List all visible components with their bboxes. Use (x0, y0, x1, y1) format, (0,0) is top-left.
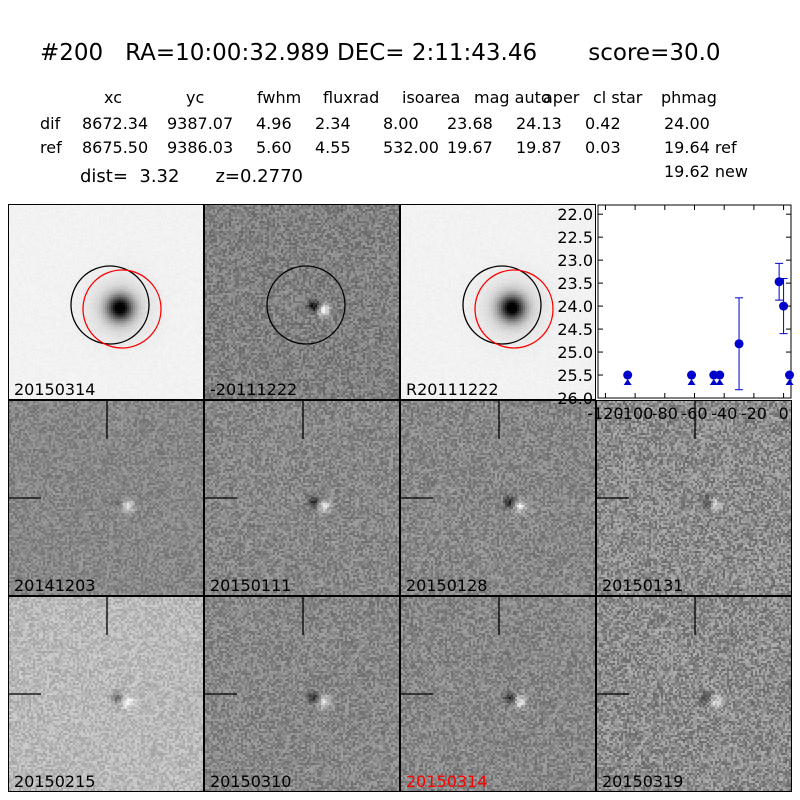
data-point (623, 370, 633, 380)
row-value: 8.00 (383, 114, 419, 133)
stamp-date-label: 20150314 (406, 772, 488, 791)
column-header: yc (186, 88, 205, 107)
image-stamp[interactable]: 20150310 (204, 596, 400, 792)
data-point (785, 370, 795, 380)
stamp-overlay (597, 597, 696, 695)
stamp-overlay (9, 401, 108, 499)
row-value: 532.00 (383, 138, 439, 157)
row-value: 2.34 (315, 114, 351, 133)
row-label: ref (40, 138, 62, 157)
row-value: 4.96 (256, 114, 292, 133)
image-stamp[interactable]: 20141203 (8, 400, 204, 596)
stamp-overlay (205, 597, 304, 695)
stamp-image (597, 401, 791, 595)
stamp-overlay (597, 401, 696, 499)
column-header: mag auto (474, 88, 551, 107)
image-stamp[interactable]: 20150131 (596, 400, 792, 596)
distance-label: dist= 3.32 z=0.2770 (80, 166, 303, 187)
stamp-overlay (462, 265, 554, 349)
upper-limit-arrow (623, 379, 632, 386)
stamp-image (205, 597, 399, 791)
image-stamp[interactable]: 20150314 (8, 204, 204, 400)
aperture-ring-red (82, 269, 162, 349)
aperture-ring-black (70, 265, 150, 345)
data-point (715, 370, 725, 380)
row-value: 0.42 (585, 114, 621, 133)
data-point (734, 339, 744, 349)
row-value: 4.55 (315, 138, 351, 157)
column-header: cl star (593, 88, 643, 107)
column-header: aper (543, 88, 580, 107)
stamp-date-label: 20150131 (602, 576, 684, 595)
stamp-image (401, 205, 595, 399)
aperture-ring-black (462, 265, 542, 345)
image-stamp[interactable]: R20111222 (400, 204, 596, 400)
phmag-new: 19.62 new (664, 162, 748, 181)
image-stamp[interactable]: 20150111 (204, 400, 400, 596)
stamp-image (205, 401, 399, 595)
row-value: 24.00 (664, 114, 710, 133)
row-value: 8675.50 (82, 138, 149, 157)
upper-limit-arrow (687, 379, 696, 386)
stamp-date-label: 20150128 (406, 576, 488, 595)
stamp-overlay (401, 597, 500, 695)
row-value: 9387.07 (167, 114, 234, 133)
stamp-overlay (70, 265, 162, 349)
data-point (779, 301, 789, 311)
candidate-title: #200 RA=10:00:32.989 DEC= 2:11:43.46 sco… (40, 40, 721, 66)
row-value: 19.67 (447, 138, 493, 157)
stamp-image (9, 597, 203, 791)
row-value: 9386.03 (167, 138, 234, 157)
row-value: 19.64 ref (664, 138, 737, 157)
stamp-date-label: 20141203 (14, 576, 96, 595)
row-value: 23.68 (447, 114, 493, 133)
column-header: xc (104, 88, 122, 107)
stamp-overlay (266, 265, 346, 345)
stamp-date-label: 20150314 (14, 380, 96, 399)
image-stamp[interactable]: -20111222 (204, 204, 400, 400)
stamp-overlay (401, 401, 500, 499)
data-point (709, 370, 719, 380)
chart-frame (597, 204, 792, 399)
row-label: dif (40, 114, 61, 133)
stamp-image (401, 401, 595, 595)
column-header: isoarea (402, 88, 461, 107)
image-stamp[interactable]: 20150314 (400, 596, 596, 792)
stamp-image (597, 597, 791, 791)
aperture-ring-red (474, 269, 554, 349)
image-stamp[interactable]: 20150215 (8, 596, 204, 792)
image-stamp[interactable]: 20150128 (400, 400, 596, 596)
row-value: 8672.34 (82, 114, 149, 133)
upper-limit-arrow (715, 379, 724, 386)
stamp-overlay (9, 597, 108, 695)
stamp-overlay (205, 401, 304, 499)
stamp-image (205, 205, 399, 399)
stamp-date-label: 20150319 (602, 772, 684, 791)
row-value: 0.03 (585, 138, 621, 157)
row-value: 24.13 (516, 114, 562, 133)
stamp-image (9, 401, 203, 595)
column-header: phmag (661, 88, 717, 107)
column-header: fwhm (257, 88, 302, 107)
upper-limit-arrow (709, 379, 718, 386)
data-point (774, 277, 784, 287)
upper-limit-arrow (785, 379, 794, 386)
aperture-ring-black (266, 265, 346, 345)
row-value: 19.87 (516, 138, 562, 157)
stamp-date-label: 20150111 (210, 576, 292, 595)
stamp-date-label: -20111222 (210, 380, 298, 399)
stamp-date-label: 20150215 (14, 772, 96, 791)
stamp-date-label: R20111222 (406, 380, 499, 399)
image-stamp[interactable]: 20150319 (596, 596, 792, 792)
column-header: fluxrad (323, 88, 380, 107)
dist-value: dist= 3.32 (80, 166, 180, 187)
stamp-date-label: 20150310 (210, 772, 292, 791)
stamp-image (401, 597, 595, 791)
redshift-value: z=0.2770 (215, 166, 303, 187)
stamp-image (9, 205, 203, 399)
row-value: 5.60 (256, 138, 292, 157)
data-point (687, 370, 697, 380)
